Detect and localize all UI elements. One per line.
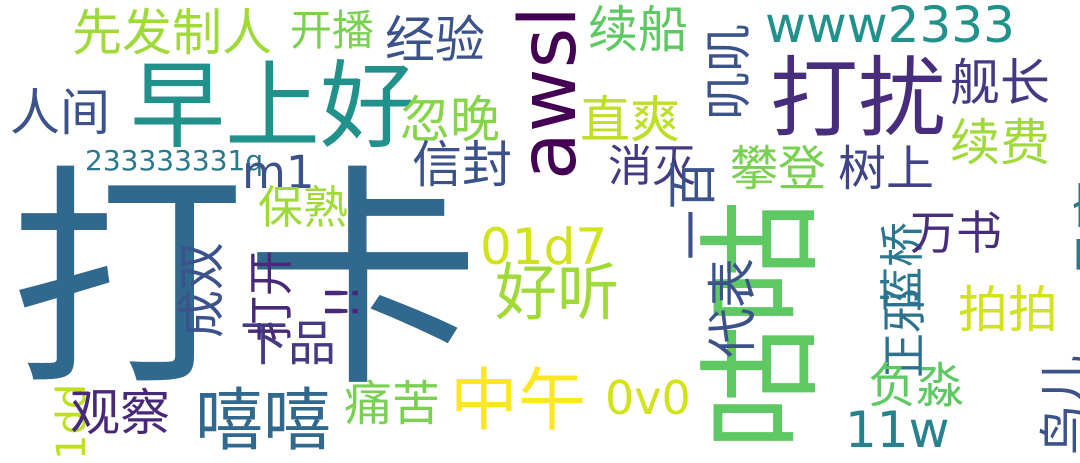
word-darao: 打扰 bbox=[770, 47, 947, 150]
word-01d7: 01d7 bbox=[480, 218, 608, 276]
word-paipai: 拍拍 bbox=[958, 281, 1058, 339]
word-xiapin: 下品 bbox=[240, 316, 337, 372]
word-exclaim: !! bbox=[316, 283, 369, 320]
word-shushang: 树上 bbox=[838, 141, 935, 197]
word-haoting: 好听 bbox=[495, 256, 620, 329]
word-guancha: 观察 bbox=[70, 384, 170, 442]
word-fumiao: 负淼 bbox=[868, 358, 965, 414]
word-xufei: 续费 bbox=[950, 114, 1050, 172]
word-huwan: 忽晚 bbox=[400, 91, 500, 149]
word-zhishuang: 直爽 bbox=[580, 91, 680, 149]
word-xinfeng: 信封 bbox=[412, 136, 512, 194]
word-kaibo: 开播 bbox=[290, 6, 375, 55]
word-0v0: 0v0 bbox=[605, 371, 691, 425]
word-m1: m1 bbox=[242, 146, 315, 199]
word-yibai: 一百 bbox=[664, 160, 722, 260]
word-daka: 打卡 bbox=[10, 146, 480, 419]
word-xixi: 嘻嘻 bbox=[195, 382, 332, 461]
word-jingyan: 经验 bbox=[385, 11, 485, 69]
word-niaoer: 鸟儿 bbox=[1036, 355, 1080, 455]
word-zhongwu: 中午 bbox=[450, 362, 587, 441]
word-chengshuang: 成双 bbox=[174, 241, 230, 338]
word-xiaomie: 消灭 bbox=[608, 141, 696, 192]
word-daibiao: 代表 bbox=[704, 258, 762, 358]
word-xianfazhiren: 先发制人 bbox=[72, 4, 272, 62]
word-233333331q: 233333331q bbox=[85, 144, 264, 177]
word-wanshu: 万书 bbox=[910, 206, 1002, 260]
word-jiji: 叽叽 bbox=[701, 23, 757, 120]
word-11w: 11w bbox=[845, 401, 950, 459]
word-yi: 一 bbox=[1068, 162, 1080, 210]
word-jianzhang: 舰长 bbox=[950, 54, 1050, 112]
word-pandeng: 攀登 bbox=[730, 141, 827, 197]
word-zaoshanghao: 早上好 bbox=[130, 52, 416, 162]
word-xuchuan: 续船 bbox=[588, 1, 688, 59]
word-renjian: 人间 bbox=[10, 84, 110, 142]
word-www2333: www2333 bbox=[765, 0, 1015, 54]
word-baoshu: 保熟 bbox=[258, 181, 349, 234]
word-awsl: awsl bbox=[504, 6, 594, 180]
word-tongku: 痛苦 bbox=[344, 376, 441, 432]
